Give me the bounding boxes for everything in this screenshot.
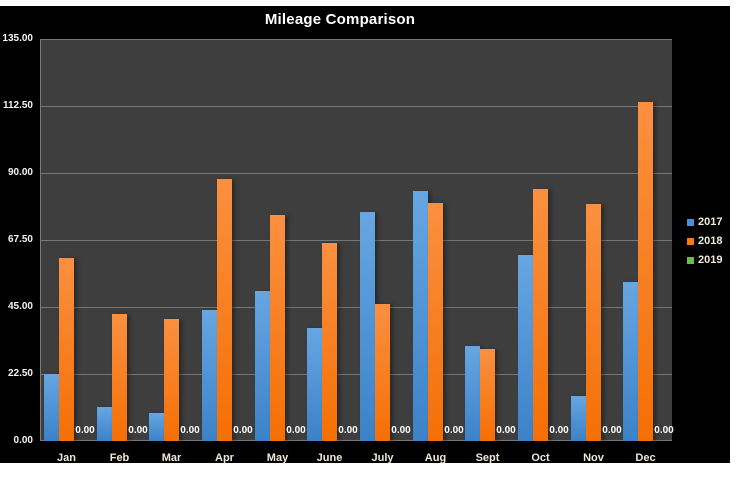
bar-2017 (307, 328, 322, 441)
bar-2018 (375, 304, 390, 441)
gridline (41, 39, 672, 40)
data-label-2019: 0.00 (602, 425, 622, 436)
gridline (41, 106, 672, 107)
bar-2018 (112, 314, 127, 441)
y-axis-label: 112.50 (2, 100, 33, 111)
y-axis-label: 135.00 (2, 33, 33, 44)
bar-2018 (270, 215, 285, 441)
legend-item-2018: 2018 (687, 235, 722, 247)
x-axis-label: Nov (583, 452, 604, 464)
data-label-2019: 0.00 (180, 425, 200, 436)
x-axis-label: May (266, 452, 289, 464)
bar-2018 (586, 204, 601, 441)
gridline (41, 440, 672, 441)
bar-2017 (571, 396, 586, 441)
data-label-2019: 0.00 (444, 425, 464, 436)
bar-2017 (413, 191, 428, 441)
data-label-2019: 0.00 (654, 425, 674, 436)
bar-2018 (480, 349, 495, 441)
bar-2017 (149, 413, 164, 441)
data-label-2019: 0.00 (338, 425, 358, 436)
data-label-2019: 0.00 (496, 425, 516, 436)
data-label-2019: 0.00 (286, 425, 306, 436)
gridline (41, 374, 672, 375)
y-axis-label: 0.00 (13, 435, 33, 446)
bar-2017 (360, 212, 375, 441)
data-label-2019: 0.00 (391, 425, 411, 436)
legend-swatch-icon (687, 256, 694, 264)
legend-swatch-icon (687, 218, 694, 226)
x-axis-label: Feb (109, 452, 130, 464)
legend-swatch-icon (687, 237, 694, 245)
bar-2018 (428, 203, 443, 441)
bar-2018 (217, 179, 232, 441)
data-label-2019: 0.00 (75, 425, 95, 436)
x-axis-label: Dec (635, 452, 656, 464)
x-axis-label: Apr (215, 452, 234, 464)
legend-label: 2017 (698, 216, 723, 228)
x-axis-label: Sept (475, 452, 500, 464)
legend: 2017 2018 2019 (687, 216, 722, 273)
gridline (41, 173, 672, 174)
legend-item-2019: 2019 (687, 254, 722, 266)
data-label-2019: 0.00 (233, 425, 253, 436)
bar-2018 (322, 243, 337, 441)
y-axis-label: 90.00 (7, 167, 33, 178)
gridline (41, 240, 672, 241)
y-axis-label: 45.00 (7, 301, 33, 312)
x-axis-label: Oct (531, 452, 550, 464)
data-label-2019: 0.00 (549, 425, 569, 436)
bar-2017 (623, 282, 638, 441)
bar-2017 (518, 255, 533, 441)
y-axis-label: 22.50 (7, 368, 33, 379)
x-axis-label: June (316, 452, 343, 464)
bar-2018 (59, 258, 74, 441)
bar-2018 (533, 189, 548, 441)
gridline (41, 307, 672, 308)
bar-2017 (202, 310, 217, 441)
bar-2018 (164, 319, 179, 441)
x-axis-label: Mar (161, 452, 182, 464)
x-axis-label: Jan (57, 452, 76, 464)
x-axis-label: Aug (424, 452, 447, 464)
legend-label: 2018 (698, 235, 723, 247)
x-axis-label: July (371, 452, 394, 464)
legend-label: 2019 (698, 254, 723, 266)
legend-item-2017: 2017 (687, 216, 722, 228)
data-label-2019: 0.00 (128, 425, 148, 436)
plot-area: 0.00 0.00 0.00 0.00 0.00 0.00 0.00 0.00 0.00 0.00… (40, 39, 674, 441)
y-axis-label: 67.50 (7, 234, 33, 245)
bar-2018 (638, 102, 653, 441)
bar-2017 (255, 291, 270, 441)
bar-2017 (465, 346, 480, 441)
bar-2017 (44, 374, 59, 441)
bar-2017 (97, 407, 112, 441)
chart-canvas: Mileage Comparison 0.00 0.00 0.00 0.00 0.00 0… (0, 6, 730, 464)
chart-title: Mileage Comparison (264, 11, 416, 28)
